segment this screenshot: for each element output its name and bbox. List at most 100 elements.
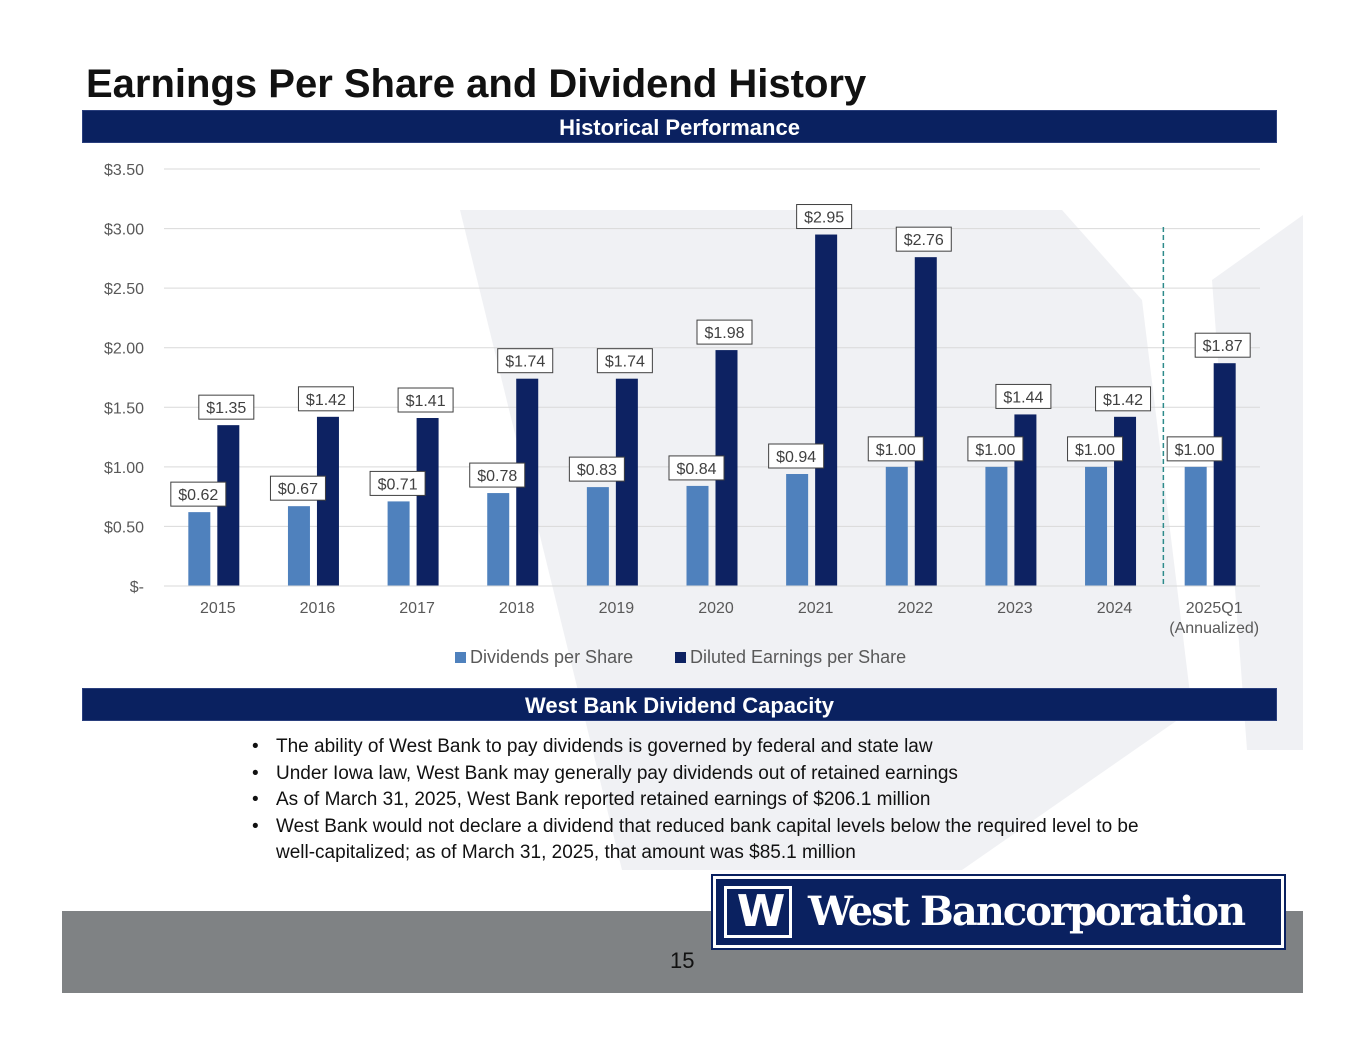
- data-label-box: [369, 470, 426, 496]
- dividend-data-label: $0.78: [477, 468, 517, 485]
- page-title: Earnings Per Share and Dividend History: [86, 62, 867, 106]
- eps-bar: [815, 234, 838, 586]
- data-label-box: [269, 475, 326, 501]
- eps-bar: [1213, 363, 1236, 586]
- data-label-box: [967, 436, 1024, 462]
- bullet-text: As of March 31, 2025, West Bank reported…: [276, 789, 931, 810]
- bullet-text: The ability of West Bank to pay dividend…: [276, 736, 933, 757]
- eps-data-label: $1.87: [1203, 338, 1243, 355]
- bullet-symbol: •: [252, 762, 259, 784]
- eps-bar: [516, 378, 539, 586]
- dividend-data-label: $0.67: [278, 481, 318, 498]
- x-tick-label: 2017: [399, 600, 435, 617]
- eps-data-label: $1.98: [704, 325, 744, 342]
- data-label-box: [297, 386, 354, 412]
- x-tick-label: (Annualized): [1169, 620, 1259, 637]
- data-label-box: [469, 462, 526, 488]
- y-tick-label: $3.00: [104, 222, 144, 239]
- dividend-bar: [885, 466, 908, 586]
- eps-data-label: $2.76: [904, 232, 944, 249]
- x-tick-label: 2018: [499, 600, 535, 617]
- dividend-data-label: $0.84: [676, 461, 716, 478]
- bullet-list: • The ability of West Bank to pay dividen…: [250, 734, 1146, 867]
- eps-data-label: $1.42: [306, 392, 346, 409]
- y-tick-label: $3.50: [104, 162, 144, 179]
- dividend-bar: [985, 466, 1008, 586]
- eps-bar: [615, 378, 638, 586]
- bullet-symbol: •: [252, 736, 259, 757]
- dividend-data-label: $1.00: [1175, 442, 1215, 459]
- list-item: • Under Iowa law, West Bank may generally…: [250, 761, 1146, 788]
- eps-bar: [316, 416, 339, 586]
- data-label-box: [895, 226, 952, 252]
- x-tick-label: 2023: [997, 600, 1033, 617]
- list-item: • West Bank would not declare a dividend …: [250, 814, 1146, 867]
- y-tick-label: $0.50: [104, 519, 144, 536]
- dividend-data-label: $1.00: [876, 442, 916, 459]
- eps-data-label: $1.35: [206, 400, 246, 417]
- data-label-box: [198, 394, 255, 420]
- logo-text: West Bancorporation: [808, 888, 1246, 935]
- dividend-data-label: $0.83: [577, 462, 617, 479]
- data-label-box: [397, 387, 454, 413]
- data-label-box: [867, 436, 924, 462]
- x-tick-label: 2021: [798, 600, 834, 617]
- x-tick-label: 2016: [300, 600, 336, 617]
- data-label-box: [596, 348, 653, 374]
- legend-swatch-eps: [675, 652, 686, 663]
- dividend-bar: [586, 487, 609, 586]
- legend-swatch-dividends: [455, 652, 466, 663]
- data-label-box: [1194, 332, 1251, 358]
- data-label-box: [170, 481, 227, 507]
- dividend-bar: [1184, 466, 1207, 586]
- dividend-data-label: $0.94: [776, 449, 816, 466]
- page-number: 15: [670, 948, 695, 973]
- dividend-bar: [188, 512, 211, 586]
- y-tick-label: $1.00: [104, 460, 144, 477]
- eps-data-label: $1.44: [1003, 389, 1043, 406]
- data-label-box: [796, 204, 853, 230]
- data-label-box: [1095, 386, 1152, 412]
- eps-data-label: $1.42: [1103, 392, 1143, 409]
- eps-bar: [715, 350, 738, 586]
- data-label-box: [497, 348, 554, 374]
- list-item: • As of March 31, 2025, West Bank reporte…: [250, 787, 1146, 814]
- section-header-historical-performance: Historical Performance: [82, 110, 1277, 143]
- eps-bar: [914, 257, 937, 586]
- bullet-text: West Bank would not declare a dividend t…: [276, 815, 1139, 864]
- dividend-bar: [487, 493, 510, 586]
- y-tick-label: $2.00: [104, 341, 144, 358]
- x-tick-label: 2015: [200, 600, 236, 617]
- dividend-bar: [686, 485, 709, 586]
- y-tick-label: $1.50: [104, 400, 144, 417]
- dividend-bar: [786, 474, 809, 586]
- bullet-symbol: •: [252, 815, 259, 837]
- data-label-box: [995, 383, 1052, 409]
- data-label-box: [768, 443, 825, 469]
- eps-data-label: $1.74: [605, 354, 645, 371]
- dividend-bar: [1085, 466, 1108, 586]
- eps-data-label: $1.74: [505, 354, 545, 371]
- slide: Earnings Per Share and Dividend History …: [62, 50, 1303, 993]
- legend-label-dividends: Dividends per Share: [470, 647, 633, 667]
- data-label-box: [696, 319, 753, 345]
- y-tick-label: $-: [130, 579, 144, 596]
- data-label-box: [1067, 436, 1124, 462]
- x-tick-label: 2024: [1097, 600, 1133, 617]
- dividend-data-label: $1.00: [1075, 442, 1115, 459]
- eps-data-label: $2.95: [804, 210, 844, 227]
- data-label-box: [568, 456, 625, 482]
- bullet-symbol: •: [252, 789, 259, 810]
- x-tick-label: 2020: [698, 600, 734, 617]
- x-tick-label: 2019: [599, 600, 635, 617]
- section-header-dividend-capacity: West Bank Dividend Capacity: [82, 688, 1277, 721]
- dividend-data-label: $0.71: [378, 476, 418, 493]
- data-label-box: [668, 455, 725, 481]
- x-tick-label: 2025Q1: [1186, 600, 1243, 617]
- eps-bar: [217, 425, 240, 586]
- list-item: • The ability of West Bank to pay dividen…: [250, 734, 1146, 761]
- logo-mark-icon: W: [724, 886, 792, 938]
- dividend-data-label: $0.62: [178, 487, 218, 504]
- y-tick-label: $2.50: [104, 281, 144, 298]
- west-bancorporation-logo: W West Bancorporation: [711, 874, 1286, 950]
